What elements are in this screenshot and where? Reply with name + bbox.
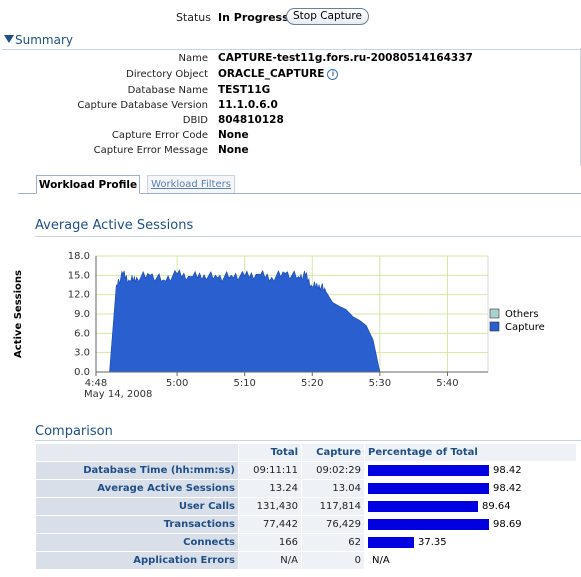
comparison-header-row: Total Capture Percentage of Total [35,443,577,462]
summary-label-name: Name [178,53,208,64]
comparison-header-total: Total [238,443,302,462]
summary-value-dbid: 804810128 [218,114,284,126]
percentage-bar [368,464,489,476]
x-tick-label: 5:30 [369,378,391,389]
comparison-cell-total: N/A [238,551,302,570]
summary-label-dbid: DBID [182,115,208,126]
summary-label-capture-error-code: Capture Error Code [111,130,208,141]
legend-label-capture: Capture [505,322,545,333]
comparison-row-label: User Calls [35,497,239,516]
summary-value-directory-object: ORACLE_CAPTURE i [218,68,339,80]
percentage-value: 98.42 [493,464,522,476]
comparison-cell-percentage: 37.35 [364,533,577,552]
comparison-row-label: Average Active Sessions [35,479,239,498]
percentage-value: 98.42 [493,482,522,494]
summary-label-database-name: Database Name [127,85,208,96]
x-tick-label: 5:10 [233,378,255,389]
comparison-cell-capture: 62 [301,533,365,552]
percentage-bar [368,482,489,494]
comparison-cell-capture: 13.04 [301,479,365,498]
y-tick-label: 0.0 [74,367,90,378]
summary-value-name: CAPTURE-test11g.fors.ru-20080514164337 [218,52,473,64]
tab-workload-profile[interactable]: Workload Profile [36,175,140,194]
summary-value-capture-db-version: 11.1.0.6.0 [218,99,278,111]
x-tick-label: 4:48 [85,378,107,389]
comparison-cell-total: 166 [238,533,302,552]
y-tick-label: 6.0 [74,328,90,339]
tab-strip [18,175,581,194]
summary-value-capture-error-message: None [218,144,249,156]
table-row: Connects 166 62 37.35 [35,533,577,552]
comparison-header-blank [35,443,239,462]
comparison-cell-capture: 0 [301,551,365,570]
chart-title: Average Active Sessions [35,218,194,233]
table-row: User Calls 131,430 117,814 89.64 [35,497,577,516]
status-value: In Progress [218,11,289,24]
x-date-label: May 14, 2008 [84,389,152,400]
comparison-header-percentage: Percentage of Total [364,443,577,462]
comparison-cell-percentage: 98.42 [364,461,577,480]
percentage-value: N/A [372,554,390,566]
percentage-value: 89.64 [482,500,511,512]
comparison-table: Total Capture Percentage of Total Databa… [35,443,577,570]
comparison-cell-capture: 117,814 [301,497,365,516]
comparison-cell-percentage: N/A [364,551,577,570]
comparison-row-label: Connects [35,533,239,552]
comparison-divider [35,440,581,441]
tab-workload-filters[interactable]: Workload Filters [147,175,235,193]
average-active-sessions-chart: 0.0 3.0 6.0 9.0 12.0 15.0 18.0 4:48 5:00 5:10 5:20… [13,251,545,400]
comparison-header-capture: Capture [301,443,365,462]
legend-label-others: Others [505,309,539,320]
comparison-cell-total: 09:11:11 [238,461,302,480]
comparison-cell-capture: 09:02:29 [301,461,365,480]
summary-value-capture-error-code: None [218,129,249,141]
status-label: Status [175,11,211,24]
y-tick-label: 18.0 [68,251,90,262]
percentage-bar [368,500,478,512]
comparison-row-label: Transactions [35,515,239,534]
summary-label-capture-error-message: Capture Error Message [93,145,208,156]
percentage-value: 37.35 [418,536,447,548]
collapse-triangle-icon[interactable] [4,35,14,43]
table-row: Average Active Sessions 13.24 13.04 98.42 [35,479,577,498]
y-tick-label: 9.0 [74,309,90,320]
x-tick-label: 5:00 [166,378,188,389]
chart-title-divider [35,236,581,237]
summary-panel: Name CAPTURE-test11g.fors.ru-20080514164… [2,48,581,166]
legend-swatch-capture [489,321,500,332]
legend-swatch-others [489,308,500,319]
comparison-row-label: Database Time (hh:mm:ss) [35,461,239,480]
percentage-bar [368,518,489,530]
comparison-title: Comparison [35,424,113,439]
comparison-cell-percentage: 98.69 [364,515,577,534]
x-tick-label: 5:40 [436,378,458,389]
table-row: Transactions 77,442 76,429 98.69 [35,515,577,534]
directory-object-text: ORACLE_CAPTURE [218,68,325,80]
comparison-cell-percentage: 89.64 [364,497,577,516]
y-tick-label: 15.0 [68,270,90,281]
table-row: Application Errors N/A 0 N/A [35,551,577,570]
percentage-bar [368,536,414,548]
capture-area-series [96,269,381,373]
summary-label-directory-object: Directory Object [126,69,208,80]
comparison-cell-capture: 76,429 [301,515,365,534]
summary-label-capture-db-version: Capture Database Version [77,100,208,111]
comparison-cell-total: 77,442 [238,515,302,534]
comparison-cell-total: 13.24 [238,479,302,498]
comparison-cell-total: 131,430 [238,497,302,516]
comparison-row-label: Application Errors [35,551,239,570]
summary-header [2,32,581,50]
stop-capture-button[interactable]: Stop Capture [286,8,369,25]
y-tick-label: 12.0 [68,290,90,301]
summary-title[interactable]: Summary [15,33,73,47]
table-row: Database Time (hh:mm:ss) 09:11:11 09:02:29… [35,461,577,480]
y-tick-label: 3.0 [74,348,90,359]
x-tick-label: 5:20 [301,378,323,389]
comparison-cell-percentage: 98.42 [364,479,577,498]
summary-value-database-name: TEST11G [218,84,271,96]
percentage-value: 98.69 [493,518,522,530]
info-icon[interactable]: i [327,69,339,80]
y-axis-label: Active Sessions [13,270,24,358]
